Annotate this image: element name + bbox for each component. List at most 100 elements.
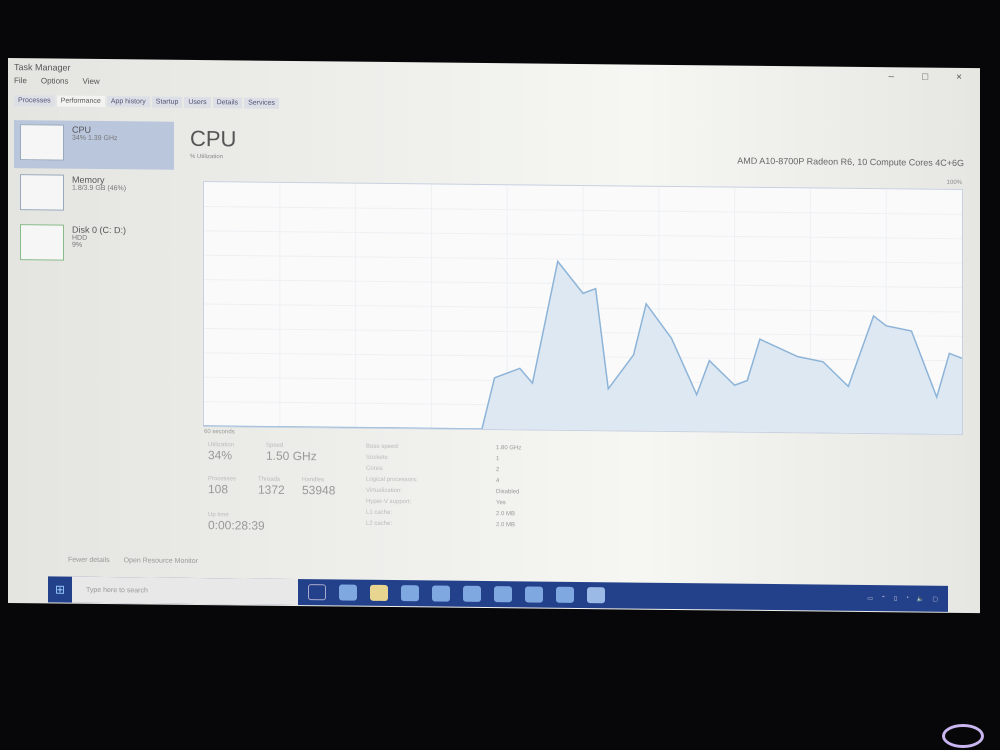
store-icon[interactable] (401, 585, 419, 602)
windows-start-icon[interactable]: ⊞ (54, 582, 66, 597)
sidebar-item-cpu[interactable]: CPU 34% 1.39 GHz (14, 120, 174, 170)
taskbar-apps (308, 584, 605, 604)
processor-name: AMD A10-8700P Radeon R6, 10 Compute Core… (737, 155, 964, 169)
tab-startup[interactable]: Startup (151, 96, 183, 108)
app-icon[interactable] (556, 586, 574, 603)
sidebar-item-label: Disk 0 (C: D:) (72, 224, 126, 236)
grid-line (204, 205, 962, 215)
file-explorer-icon[interactable] (370, 584, 388, 601)
stat-handles: Handles 53948 (302, 477, 335, 497)
stat-utilization: Utilization 34% (208, 442, 234, 462)
open-resource-monitor-link[interactable]: Open Resource Monitor (123, 557, 198, 565)
app-title: Task Manager (14, 62, 71, 73)
tab-performance[interactable]: Performance (56, 95, 105, 108)
task-manager-window: Task Manager – □ × File Options View Pro… (8, 58, 980, 614)
spec-label: Base speed: (366, 443, 400, 451)
laptop-power-led (942, 724, 984, 748)
spec-row: Cores: 2 (366, 466, 526, 474)
spec-row: Sockets: 1 (366, 455, 526, 463)
tab-details[interactable]: Details (212, 97, 243, 109)
stat-value: 34% (208, 448, 233, 463)
tab-users[interactable]: Users (184, 96, 211, 109)
time-axis-label: 60 seconds (204, 429, 235, 436)
sidebar-item-disk[interactable]: Disk 0 (C: D:) HDD 9% (14, 220, 174, 270)
tab-app-history[interactable]: App history (106, 96, 150, 108)
spec-row: Logical processors: 4 (366, 477, 526, 485)
cpu-utilization-graph (203, 181, 963, 436)
menu-file[interactable]: File (14, 76, 27, 86)
network-icon[interactable]: ◔ (905, 595, 909, 602)
utilization-area (204, 261, 962, 434)
stat-speed: Speed 1.50 GHz (266, 443, 317, 464)
spec-row: Base speed: 1.80 GHz (366, 444, 526, 452)
max-axis-label: 100% (946, 179, 962, 186)
sidebar-item-label: Memory (72, 174, 105, 186)
task-manager-icon[interactable] (587, 587, 605, 604)
footer: Fewer details Open Resource Monitor (68, 557, 198, 565)
sidebar-item-label: CPU (72, 124, 92, 135)
sidebar-item-detail: 9% (72, 241, 83, 249)
taskbar-search-input[interactable]: Type here to search (72, 576, 298, 606)
spec-value: 1.80 GHz (496, 445, 522, 452)
spec-value: 1 (496, 456, 500, 463)
spec-value: 2 (496, 467, 500, 474)
spec-row: L2 cache: 2.0 MB (366, 521, 526, 529)
menu-view[interactable]: View (82, 76, 100, 86)
resource-sidebar: CPU 34% 1.39 GHz Memory 1.8/3.9 GB (46%)… (14, 120, 174, 272)
spec-row: Virtualization: Disabled (366, 488, 526, 496)
disk-thumbnail-graph (20, 224, 64, 261)
spec-value: 2.0 MB (496, 511, 516, 518)
volume-icon[interactable]: 🔈 (916, 596, 925, 603)
spec-value: 4 (496, 478, 500, 485)
spec-label: Hyper-V support: (366, 498, 412, 506)
task-view-icon[interactable] (308, 584, 326, 601)
menu-options[interactable]: Options (40, 76, 69, 86)
grid-line (204, 279, 962, 289)
maximize-button[interactable]: □ (922, 71, 929, 83)
tab-processes[interactable]: Processes (14, 95, 55, 107)
cpu-thumbnail-graph (20, 124, 64, 161)
battery-icon[interactable]: ▯ (893, 595, 898, 602)
stat-value: 1372 (258, 482, 285, 497)
edge-icon[interactable] (339, 584, 357, 601)
app-icon[interactable] (525, 586, 543, 603)
grid-line (204, 254, 962, 264)
spec-label: Sockets: (366, 454, 390, 461)
stats-section: Utilization 34% Speed 1.50 GHz Processes 10… (208, 442, 728, 557)
system-tray: ▭ ⌃ ▯ ◔ 🔈 ▢ (867, 594, 948, 602)
spec-label: Logical processors: (366, 476, 418, 484)
spec-label: L2 cache: (366, 520, 393, 528)
fewer-details-link[interactable]: Fewer details (68, 556, 110, 565)
cpu-panel: CPU AMD A10-8700P Radeon R6, 10 Compute … (190, 126, 970, 533)
stat-value: 53948 (302, 483, 336, 498)
keyboard-icon[interactable]: ▭ (867, 595, 873, 602)
mail-icon[interactable] (463, 585, 481, 602)
spec-label: L1 cache: (366, 509, 393, 517)
spec-label: Virtualization: (366, 487, 402, 495)
grid-line (204, 230, 962, 240)
close-button[interactable]: × (956, 71, 962, 83)
utilization-line (204, 259, 963, 430)
spec-label: Cores: (366, 465, 384, 472)
stat-value: 108 (208, 482, 229, 497)
app-icon[interactable] (432, 585, 450, 602)
sidebar-item-memory[interactable]: Memory 1.8/3.9 GB (46%) (14, 170, 174, 220)
stat-processes: Processes 108 (208, 476, 236, 496)
spec-row: Hyper-V support: Yes (366, 499, 526, 507)
minimize-button[interactable]: – (888, 70, 895, 82)
taskbar: ⊞ Type here to search ▭ ⌃ ▯ ◔ 🔈 ▢ (48, 576, 948, 612)
show-hidden-icons-icon[interactable]: ⌃ (880, 595, 886, 602)
sidebar-item-detail: 34% 1.39 GHz (72, 134, 118, 143)
spec-value: 2.0 MB (496, 522, 516, 529)
stat-value: 0:00:28:39 (208, 518, 265, 533)
stat-uptime: Up time 0:00:28:39 (208, 512, 265, 533)
spec-value: Disabled (496, 489, 520, 496)
spec-row: L1 cache: 2.0 MB (366, 510, 526, 518)
memory-thumbnail-graph (20, 174, 64, 211)
stat-value: 1.50 GHz (266, 448, 317, 464)
chrome-icon[interactable] (494, 586, 512, 603)
sidebar-item-detail: 1.8/3.9 GB (46%) (72, 184, 127, 193)
stat-threads: Threads 1372 (258, 477, 285, 497)
notification-icon[interactable]: ▢ (932, 596, 938, 603)
tab-services[interactable]: Services (244, 97, 279, 109)
